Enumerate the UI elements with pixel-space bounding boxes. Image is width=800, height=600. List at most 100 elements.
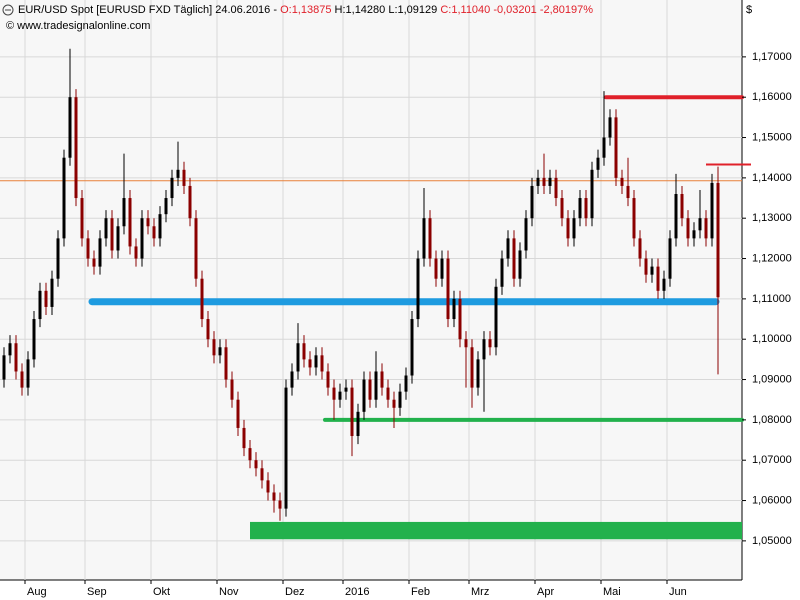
chart-title: EUR/USD Spot [EURUSD FXD Täglich] 24.06.… (18, 4, 593, 16)
collapse-icon[interactable] (2, 4, 14, 16)
candle-body (212, 339, 216, 356)
marks (0, 48, 751, 540)
x-tick-label: 2016 (345, 586, 369, 598)
candle-body (8, 343, 12, 356)
candle-body (416, 258, 420, 320)
candle-body (374, 371, 378, 400)
candle-body (386, 387, 390, 400)
candle-body (44, 290, 48, 307)
candle-body (398, 391, 402, 408)
support-zone (250, 521, 742, 540)
candle-body (278, 500, 282, 509)
candle-body (302, 343, 306, 360)
candle-body (176, 169, 180, 178)
candle-body (272, 492, 276, 501)
candle-body (230, 379, 234, 400)
candle-body (620, 177, 624, 186)
candle-body (428, 218, 432, 259)
y-tick-label: 1,11000 (752, 293, 791, 305)
candle-body (116, 226, 120, 251)
candle-body (290, 371, 294, 388)
candle-body (296, 343, 300, 372)
title-close: C:1,11040 -0,03201 -2,80197% (440, 4, 593, 16)
x-tick-label: Aug (27, 586, 47, 598)
candle-body (344, 387, 348, 392)
candle-body (50, 278, 54, 307)
candle-body (560, 198, 564, 219)
candle-body (350, 387, 354, 437)
candle-body (698, 218, 702, 231)
x-tick-label: Nov (219, 586, 239, 598)
candle-body (686, 218, 690, 239)
candle-body (494, 286, 498, 348)
candle-body (518, 250, 522, 279)
candle-body (440, 258, 444, 279)
candle-body (200, 278, 204, 320)
plot-background (0, 0, 742, 580)
title-open: O:1,13875 (280, 4, 331, 16)
x-tick-label: Feb (411, 586, 430, 598)
candle-body (410, 319, 414, 376)
candle-body (380, 371, 384, 388)
candle-body (500, 258, 504, 287)
candle-body (506, 238, 510, 259)
candle-body (14, 343, 18, 372)
candle-body (194, 218, 198, 279)
candle-body (86, 238, 90, 259)
title-main: EUR/USD Spot [EURUSD FXD Täglich] 24.06.… (18, 4, 277, 16)
candle-body (284, 387, 288, 509)
x-tick-label: Mrz (471, 586, 489, 598)
title-range: H:1,14280 L:1,09129 (335, 4, 438, 16)
candle-body (266, 480, 270, 493)
x-tick-label: Dez (285, 586, 305, 598)
candle-body (638, 238, 642, 259)
candle-body (710, 182, 714, 239)
axis-background (742, 0, 800, 600)
y-tick-label: 1,15000 (752, 131, 792, 143)
y-tick-label: 1,10000 (752, 333, 792, 345)
candle-body (56, 238, 60, 279)
candle-body (314, 355, 318, 368)
candle-body (572, 218, 576, 239)
candle-body (458, 298, 462, 340)
x-tick-label: Okt (153, 586, 170, 598)
candle-body (464, 339, 468, 348)
candle-body (254, 460, 258, 469)
y-tick-label: 1,09000 (752, 373, 792, 385)
candle-body (110, 218, 114, 251)
candle-body (668, 238, 672, 279)
candle-body (164, 198, 168, 215)
candle-body (236, 399, 240, 428)
candle-body (608, 117, 612, 138)
candle-body (536, 177, 540, 186)
x-tick-label: Mai (603, 586, 621, 598)
candle-body (92, 258, 96, 267)
candle-body (644, 258, 648, 275)
candle-body (482, 339, 486, 360)
candle-body (32, 319, 36, 360)
candle-body (452, 298, 456, 320)
candle-body (248, 448, 252, 461)
candle-body (626, 185, 630, 199)
candle-body (158, 214, 162, 239)
candle-body (122, 198, 126, 227)
candle-body (170, 177, 174, 199)
y-tick-label: 1,06000 (752, 494, 792, 506)
candle-body (542, 177, 546, 186)
candle-body (566, 218, 570, 239)
candle-body (512, 238, 516, 279)
candle-body (74, 97, 78, 199)
candle-body (206, 319, 210, 340)
candle-body (602, 137, 606, 158)
candle-body (548, 177, 552, 186)
candle-body (68, 97, 72, 158)
candle-body (20, 371, 24, 388)
candle-body (596, 157, 600, 170)
candle-body (320, 355, 324, 372)
candle-body (704, 218, 708, 239)
candle-body (308, 359, 312, 368)
candle-body (188, 185, 192, 219)
candle-body (26, 359, 30, 388)
candle-body (146, 218, 150, 227)
